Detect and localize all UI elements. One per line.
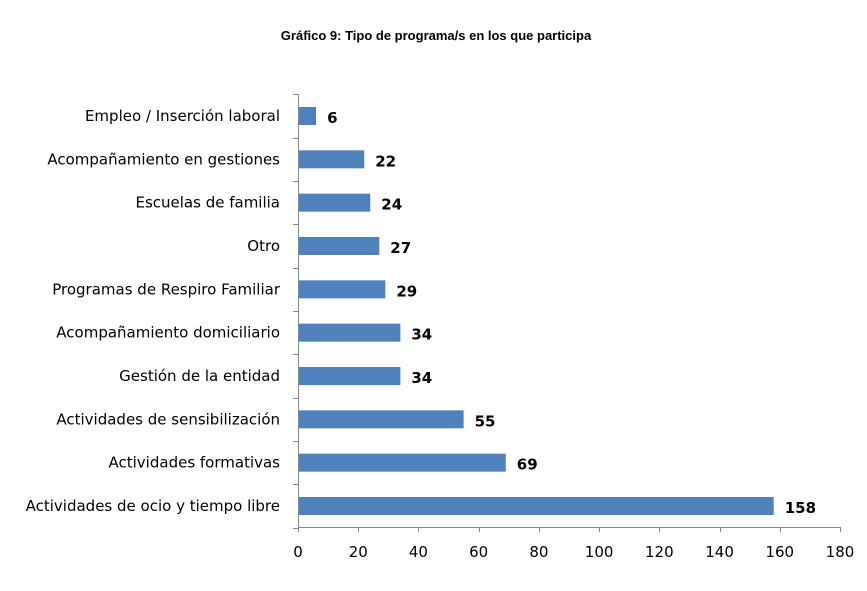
- bar: [299, 280, 386, 299]
- axis-group: 0 20 40 60 80 100 120 140 160 180: [293, 94, 854, 561]
- data-label: 34: [411, 326, 432, 344]
- chart-title: Gráfico 9: Tipo de programa/s en los que…: [281, 28, 592, 43]
- bars-group: Empleo / Inserción laboral 6 Acompañamient…: [26, 107, 816, 517]
- category-label: Empleo / Inserción laboral: [85, 107, 280, 125]
- data-label: 22: [375, 152, 396, 170]
- x-tick-label: 120: [645, 543, 674, 561]
- bar: [299, 107, 317, 125]
- data-label: 27: [390, 239, 411, 257]
- bar: [299, 193, 371, 212]
- bar: [299, 497, 774, 515]
- category-label: Actividades formativas: [109, 454, 281, 472]
- category-label: Otro: [247, 237, 280, 255]
- category-label: Escuelas de familia: [135, 194, 280, 212]
- category-label: Gestión de la entidad: [119, 367, 280, 385]
- x-tick-label: 160: [765, 543, 794, 561]
- bar: [299, 410, 464, 429]
- category-label: Programas de Respiro Familiar: [52, 280, 281, 298]
- bar: [299, 367, 401, 385]
- x-tick-label: 100: [585, 543, 614, 561]
- data-label: 6: [327, 109, 337, 127]
- data-label: 158: [785, 499, 816, 517]
- x-tick-label: 180: [826, 543, 855, 561]
- bar: [299, 323, 401, 342]
- x-tick-label: 140: [705, 543, 734, 561]
- x-tick-label: 40: [409, 543, 428, 561]
- data-label: 24: [381, 196, 402, 214]
- bar: [299, 453, 506, 472]
- x-tick-label: 0: [293, 543, 303, 561]
- category-label: Acompañamiento en gestiones: [47, 150, 280, 168]
- x-tick-label: 60: [469, 543, 488, 561]
- category-label: Acompañamiento domiciliario: [56, 324, 280, 342]
- bar: [299, 150, 365, 169]
- x-tick-label: 80: [529, 543, 548, 561]
- category-label: Actividades de ocio y tiempo libre: [26, 497, 280, 515]
- bar: [299, 237, 380, 255]
- data-label: 29: [396, 282, 417, 300]
- data-label: 34: [411, 369, 432, 387]
- category-label: Actividades de sensibilización: [56, 410, 280, 428]
- data-label: 69: [517, 456, 538, 474]
- x-tick-label: 20: [349, 543, 368, 561]
- data-label: 55: [475, 412, 496, 430]
